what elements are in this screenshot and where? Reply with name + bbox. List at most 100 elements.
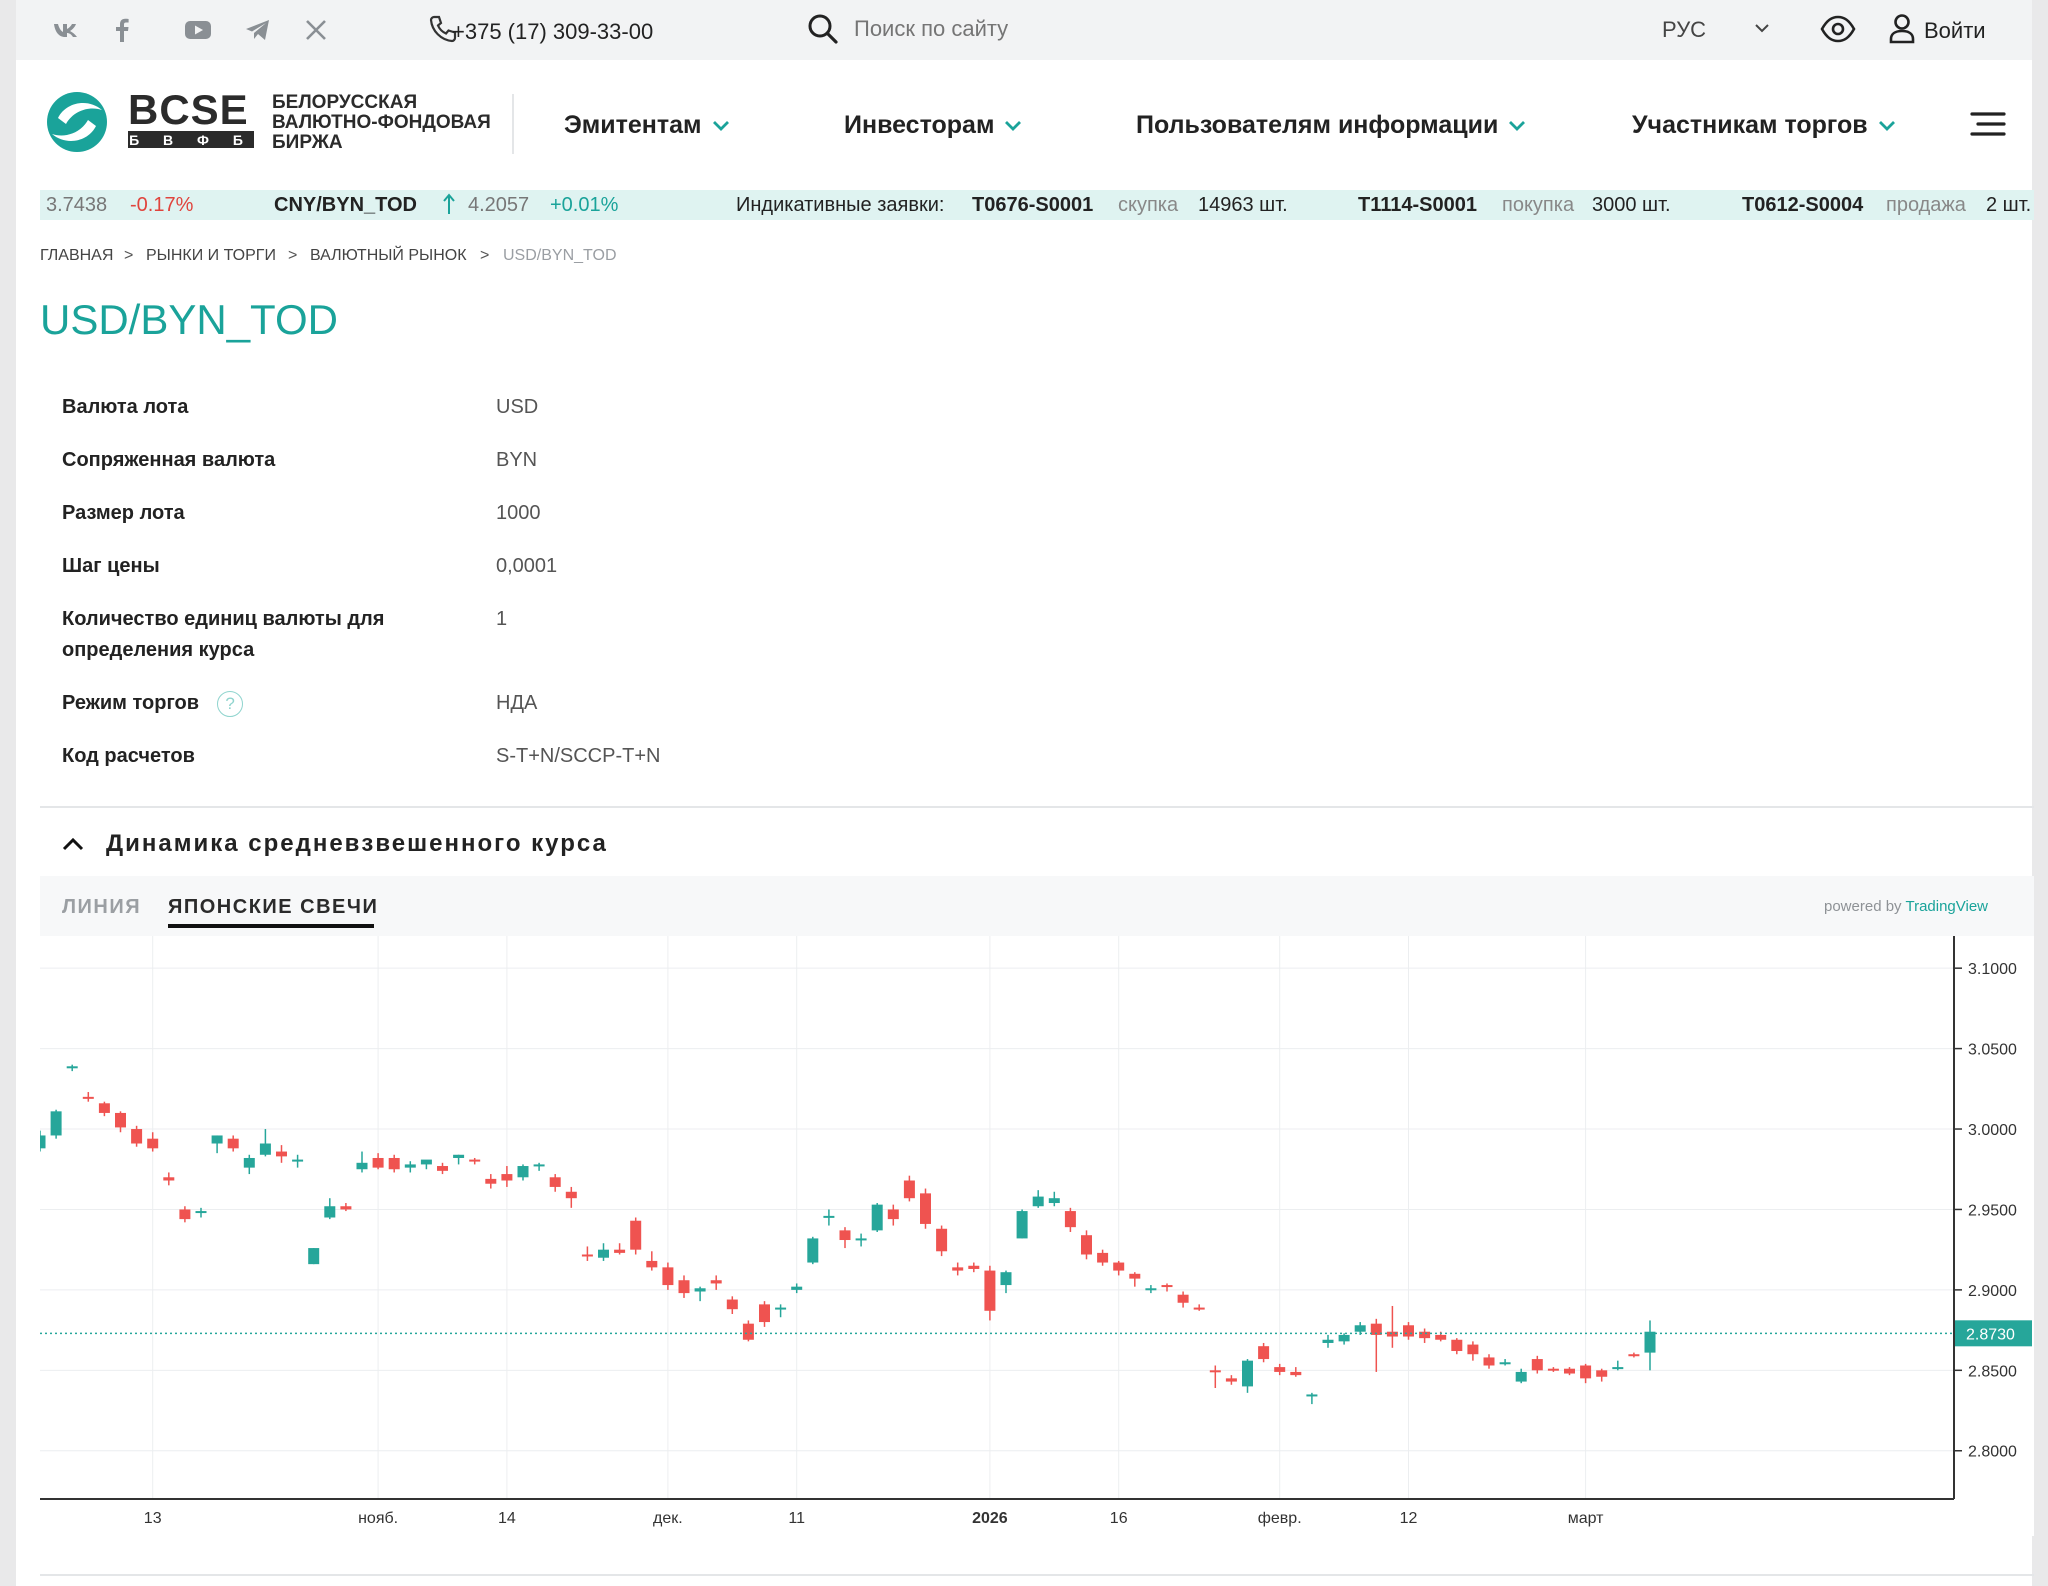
ticker-pair[interactable]: CNY/BYN_TOD	[274, 194, 417, 216]
breadcrumb-item[interactable]: Главная	[40, 247, 114, 264]
candle	[726, 1296, 738, 1315]
candle	[1403, 1322, 1414, 1340]
candle	[565, 1186, 577, 1208]
candle-body	[469, 1159, 481, 1162]
ticker-order-side: продажа	[1886, 194, 1966, 216]
ticker-order-code[interactable]: T0676-S0001	[972, 194, 1094, 216]
candle	[227, 1135, 239, 1152]
bcse-logo[interactable]: BCSE Б В Ф Б БЕЛОРУССКАЯ ВАЛЮТНО-ФОНДОВА…	[44, 86, 514, 163]
nav-info-users[interactable]: Пользователям информации	[1136, 111, 1526, 140]
candle-body	[533, 1164, 545, 1167]
tradingview-link[interactable]: TradingView	[1905, 898, 1989, 915]
candle-body	[662, 1267, 674, 1286]
candle	[710, 1275, 722, 1290]
candle	[195, 1207, 207, 1218]
vk-icon[interactable]	[50, 14, 82, 46]
breadcrumb-separator: >	[480, 247, 490, 264]
candle-body	[1370, 1323, 1382, 1335]
candle-body	[1081, 1235, 1092, 1255]
candlestick-chart[interactable]: 2.8000 2.8500 2.9000 2.9500 3.0000 3.0500 3.10…	[40, 936, 2034, 1536]
candle	[485, 1174, 497, 1189]
candle	[984, 1265, 996, 1321]
candle	[1081, 1230, 1092, 1260]
help-icon[interactable]: ?	[217, 690, 244, 717]
last-price-label: 2.8730	[1966, 1326, 2015, 1343]
candle	[1483, 1354, 1495, 1369]
chevron-down-icon	[712, 120, 729, 131]
eye-icon[interactable]	[1820, 14, 1856, 44]
candle-body	[823, 1215, 835, 1218]
chevron-down-icon[interactable]	[1754, 22, 1770, 34]
telegram-icon[interactable]	[242, 14, 274, 46]
candle-body	[147, 1138, 159, 1149]
candle-body	[437, 1166, 448, 1171]
tab-candles[interactable]: ЯПОНСКИЕ СВЕЧИ	[168, 896, 379, 918]
candle-body	[549, 1177, 561, 1187]
chart-axes: 2.8000 2.8500 2.9000 2.9500 3.0000 3.0500 3.10…	[40, 936, 2032, 1527]
candle	[1322, 1334, 1334, 1348]
candle-body	[1290, 1371, 1302, 1376]
arrow-up-icon	[442, 193, 456, 220]
detail-value: BYN	[496, 449, 538, 471]
language-selector[interactable]: РУС	[1662, 17, 1707, 42]
x-icon[interactable]	[300, 14, 332, 46]
candle-body	[1048, 1198, 1060, 1204]
search-input[interactable]	[854, 16, 1254, 42]
candle-body	[742, 1323, 754, 1340]
menu-icon[interactable]	[1970, 110, 2006, 138]
user-icon[interactable]	[1888, 12, 1916, 44]
breadcrumb-item[interactable]: Валютный рынок	[310, 247, 467, 264]
candle-body	[1435, 1334, 1447, 1340]
candle	[1451, 1338, 1463, 1355]
candle	[1242, 1359, 1253, 1393]
detail-value: 0,0001	[496, 555, 558, 577]
breadcrumb-separator: >	[288, 247, 298, 264]
candle	[920, 1188, 931, 1229]
facebook-icon[interactable]	[106, 14, 138, 46]
ticker-order-code[interactable]: T1114-S0001	[1358, 194, 1477, 216]
search-icon[interactable]	[806, 12, 840, 46]
candle-body	[1016, 1211, 1028, 1239]
candle	[533, 1162, 545, 1171]
candle-body	[1032, 1196, 1044, 1207]
login-button[interactable]: Войти	[1924, 18, 1986, 43]
nav-investors[interactable]: Инвесторам	[844, 111, 1022, 140]
nav-issuers[interactable]: Эмитентам	[564, 111, 730, 140]
candle-body	[66, 1066, 78, 1069]
candle-body	[1580, 1365, 1592, 1379]
candle	[1515, 1368, 1527, 1384]
candle	[453, 1154, 465, 1165]
chevron-down-icon	[1878, 120, 1895, 131]
candle	[1370, 1318, 1382, 1372]
candle-body	[903, 1180, 915, 1199]
chevron-up-icon	[62, 837, 84, 851]
candle	[308, 1248, 320, 1265]
ticker-order-side: покупка	[1502, 194, 1575, 216]
candle-body	[211, 1135, 223, 1144]
candle-body	[1113, 1262, 1125, 1271]
phone-number[interactable]: +375 (17) 309-33-00	[452, 19, 654, 44]
candle-body	[372, 1157, 384, 1168]
candle	[1032, 1190, 1044, 1208]
detail-label-trading-mode: Режим торгов?	[62, 688, 244, 719]
chart-section-title: Динамика средневзвешенного курса	[106, 830, 608, 857]
breadcrumb-item[interactable]: Рынки и торги	[146, 247, 276, 264]
candle-body	[598, 1249, 609, 1258]
candle	[952, 1262, 964, 1276]
candle	[1499, 1359, 1511, 1366]
candle	[82, 1092, 94, 1102]
ticker-orders-label: Индикативные заявки:	[736, 194, 945, 216]
chart-section-toggle[interactable]: Динамика средневзвешенного курса	[62, 830, 608, 858]
youtube-icon[interactable]	[182, 14, 214, 46]
ticker-order-code[interactable]: T0612-S0004	[1742, 194, 1864, 216]
tab-line[interactable]: ЛИНИЯ	[62, 896, 142, 918]
candle	[1225, 1375, 1237, 1385]
ticker-bar: 3.7438 -0.17% CNY/BYN_TOD 4.2057 +0.01% …	[40, 190, 2034, 220]
candle	[1000, 1270, 1012, 1294]
candle-body	[1193, 1307, 1205, 1310]
candle-body	[630, 1220, 642, 1250]
candle-body	[1499, 1362, 1511, 1365]
detail-label: Валюта лота	[62, 396, 189, 418]
nav-trading-participants[interactable]: Участникам торгов	[1632, 111, 1896, 140]
candle	[1306, 1392, 1318, 1405]
